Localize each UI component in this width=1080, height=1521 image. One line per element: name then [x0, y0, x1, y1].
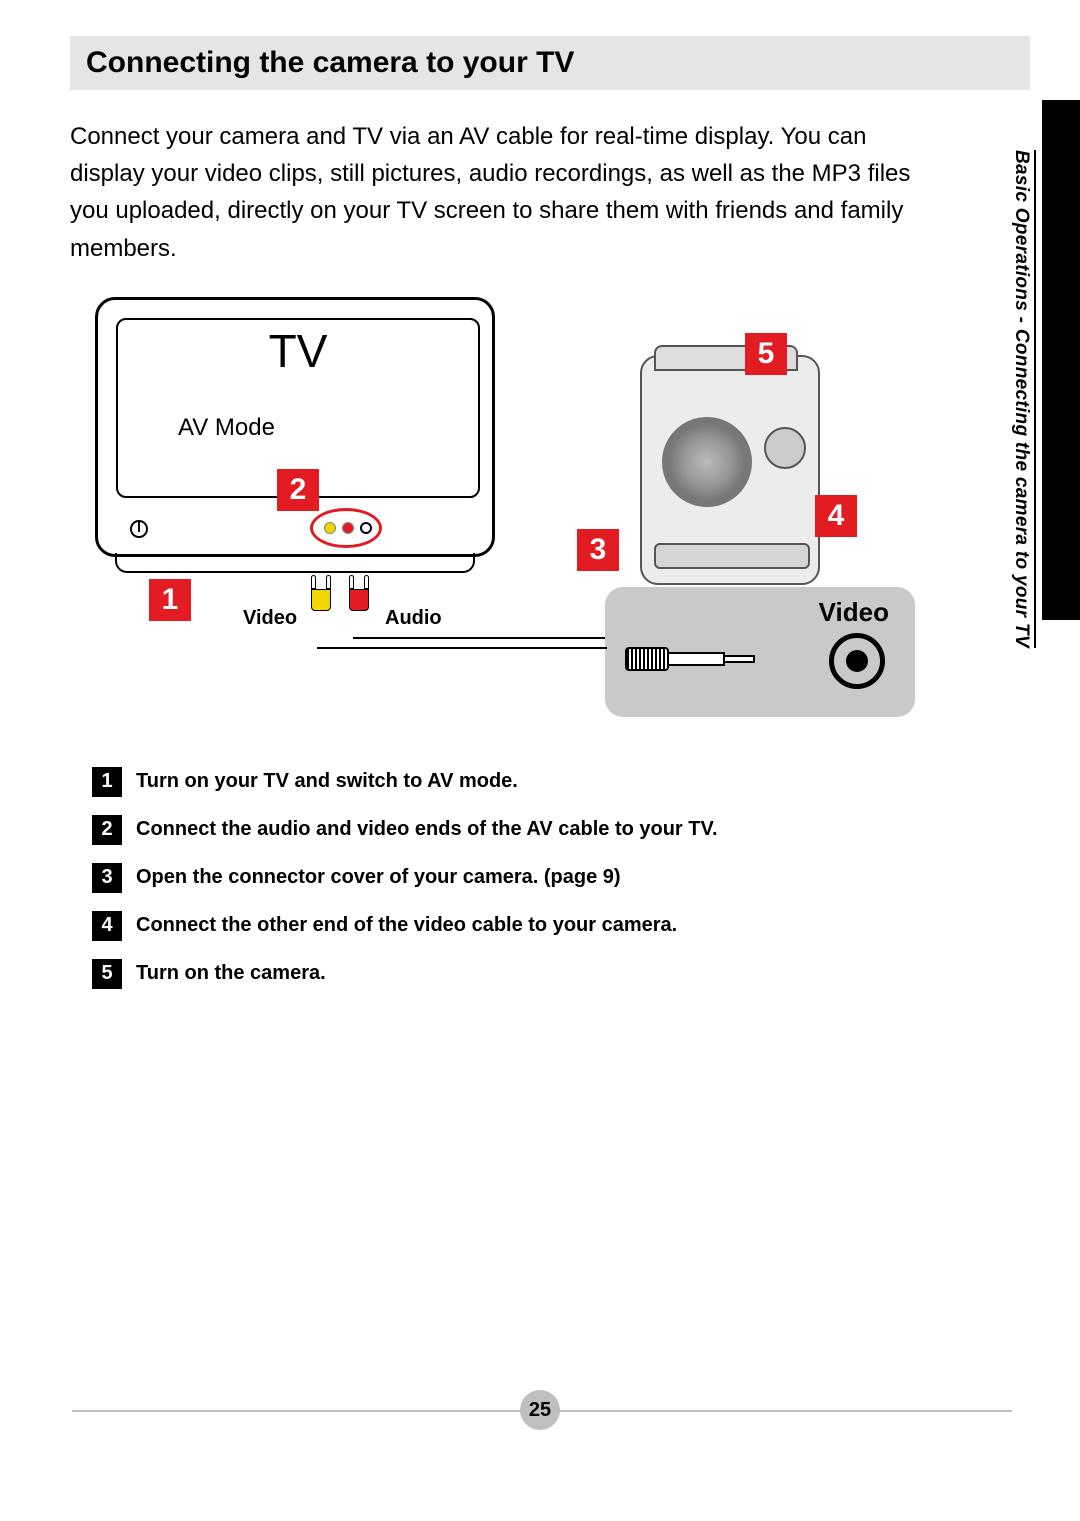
steps-list: 1 Turn on your TV and switch to AV mode.…	[92, 767, 1030, 989]
step-number: 3	[92, 863, 122, 893]
intro-paragraph: Connect your camera and TV via an AV cab…	[70, 118, 940, 267]
step-text: Connect the other end of the video cable…	[136, 914, 677, 937]
marker-1: 1	[149, 579, 191, 621]
step-number: 5	[92, 959, 122, 989]
jack-highlight-circle	[310, 508, 382, 548]
marker-4: 4	[815, 495, 857, 537]
plug-audio	[349, 575, 369, 611]
av-mode-label: AV Mode	[178, 414, 275, 442]
tv-label: TV	[118, 324, 478, 378]
inset-jack-icon	[829, 633, 885, 689]
step-text: Open the connector cover of your camera.…	[136, 866, 621, 889]
inset-video-label: Video	[819, 597, 889, 628]
marker-2: 2	[277, 469, 319, 511]
step-text: Turn on the camera.	[136, 962, 326, 985]
title-bar: Connecting the camera to your TV	[70, 36, 1030, 90]
inset-plug	[625, 647, 775, 671]
tv-base	[115, 553, 475, 573]
step-item: 3 Open the connector cover of your camer…	[92, 863, 1030, 893]
marker-5: 5	[745, 333, 787, 375]
step-text: Connect the audio and video ends of the …	[136, 818, 718, 841]
camera-button	[764, 427, 806, 469]
step-text: Turn on your TV and switch to AV mode.	[136, 770, 518, 793]
step-item: 1 Turn on your TV and switch to AV mode.	[92, 767, 1030, 797]
marker-3: 3	[577, 529, 619, 571]
cable-segment	[317, 647, 607, 649]
step-item: 5 Turn on the camera.	[92, 959, 1030, 989]
page-title: Connecting the camera to your TV	[86, 46, 1014, 80]
step-number: 4	[92, 911, 122, 941]
page-footer: 25	[0, 1390, 1080, 1430]
step-number: 1	[92, 767, 122, 797]
step-item: 4 Connect the other end of the video cab…	[92, 911, 1030, 941]
power-icon	[130, 520, 148, 538]
camera-strip	[654, 543, 810, 569]
audio-label: Audio	[385, 607, 442, 630]
page-number: 25	[520, 1390, 560, 1430]
connection-diagram: TV AV Mode Video Audio Video	[85, 297, 915, 727]
camera-lens	[662, 417, 752, 507]
camera-illustration	[640, 355, 820, 585]
cable-segment	[353, 637, 605, 639]
video-jack-inset: Video	[605, 587, 915, 717]
video-label: Video	[243, 607, 297, 630]
tv-outline: TV AV Mode	[95, 297, 495, 557]
step-number: 2	[92, 815, 122, 845]
plug-video	[311, 575, 331, 611]
step-item: 2 Connect the audio and video ends of th…	[92, 815, 1030, 845]
